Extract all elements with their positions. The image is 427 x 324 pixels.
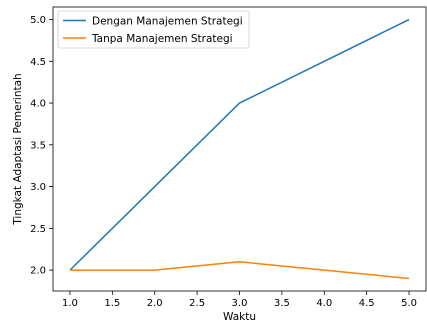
y-tick-label: 2.0 <box>30 266 46 277</box>
legend: Dengan Manajemen Strategi Tanpa Manajeme… <box>57 10 250 49</box>
y-axis: 2.0 2.5 3.0 3.5 4.0 4.5 5.0 <box>30 15 53 277</box>
legend-box <box>57 10 250 49</box>
x-axis-title: Waktu <box>223 311 256 323</box>
x-axis: 1.0 1.5 2.0 2.5 3.0 3.5 4.0 4.5 5.0 <box>62 291 417 309</box>
x-tick-label: 3.0 <box>232 298 248 309</box>
x-tick-label: 2.0 <box>147 298 163 309</box>
y-tick-label: 3.0 <box>30 182 46 193</box>
x-tick-label: 1.0 <box>62 298 78 309</box>
y-tick-label: 4.5 <box>30 57 46 68</box>
series-lines <box>69 18 410 280</box>
x-tick-label: 4.5 <box>359 298 375 309</box>
x-tick-label: 5.0 <box>401 298 417 309</box>
x-tick-label: 1.5 <box>104 298 120 309</box>
x-tick-label: 3.5 <box>274 298 290 309</box>
legend-label-1: Tanpa Manajemen Strategi <box>91 33 233 45</box>
legend-label-0: Dengan Manajemen Strategi <box>92 16 243 28</box>
x-tick-label: 4.0 <box>316 298 332 309</box>
series-line-1 <box>69 261 410 280</box>
series-line-0 <box>69 18 410 271</box>
y-tick-label: 5.0 <box>30 15 46 26</box>
y-tick-label: 2.5 <box>30 224 46 235</box>
x-tick-label: 2.5 <box>189 298 205 309</box>
y-axis-title: Tingkat Adaptasi Pemerintah <box>12 73 24 225</box>
y-tick-label: 4.0 <box>30 99 46 110</box>
y-tick-label: 3.5 <box>30 140 46 151</box>
plot-area <box>52 6 427 292</box>
